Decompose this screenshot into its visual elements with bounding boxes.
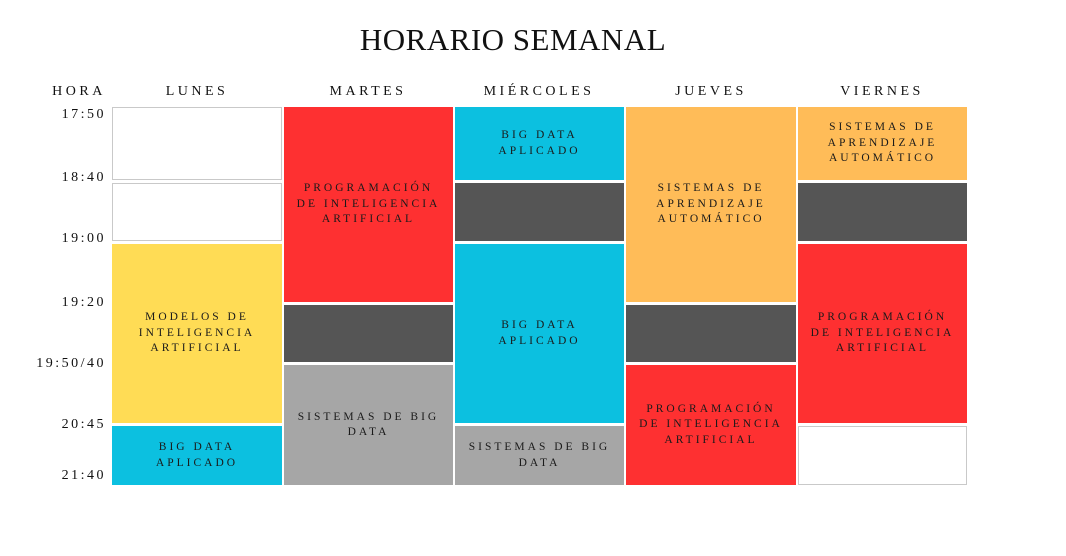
page-title: HORARIO SEMANAL — [359, 22, 667, 57]
class-cell: MODELOS DE INTELIGENCIA ARTIFICIAL — [112, 244, 282, 423]
time-label: 21:40 — [61, 468, 106, 483]
time-label: 19:00 — [61, 231, 106, 246]
break-cell — [284, 305, 453, 362]
header-martes: MARTES — [329, 84, 407, 99]
break-cell — [455, 183, 624, 241]
class-cell: PROGRAMACIÓN DE INTELIGENCIA ARTIFICIAL — [626, 365, 796, 485]
time-label: 20:45 — [61, 417, 106, 432]
class-cell: PROGRAMACIÓN DE INTELIGENCIA ARTIFICIAL — [284, 107, 453, 302]
class-cell: SISTEMAS DE APRENDIZAJE AUTOMÁTICO — [626, 107, 796, 302]
header-miercoles: MIÉRCOLES — [483, 84, 595, 99]
class-cell-empty — [112, 107, 282, 180]
class-cell: SISTEMAS DE BIG DATA — [284, 365, 453, 485]
class-cell-empty — [112, 183, 282, 241]
class-cell: BIG DATA APLICADO — [112, 426, 282, 485]
break-cell — [798, 183, 967, 241]
time-label: 17:50 — [61, 107, 106, 122]
class-cell: SISTEMAS DE APRENDIZAJE AUTOMÁTICO — [798, 107, 967, 180]
break-cell — [626, 305, 796, 362]
header-jueves: JUEVES — [675, 84, 747, 99]
header-hora: HORA — [52, 84, 106, 99]
header-viernes: VIERNES — [840, 84, 924, 99]
class-cell-empty — [798, 426, 967, 485]
header-lunes: LUNES — [165, 84, 229, 99]
class-cell: PROGRAMACIÓN DE INTELIGENCIA ARTIFICIAL — [798, 244, 967, 423]
time-label: 18:40 — [61, 170, 106, 185]
class-cell: BIG DATA APLICADO — [455, 107, 624, 180]
time-label: 19:50/40 — [36, 356, 106, 371]
class-cell: SISTEMAS DE BIG DATA — [455, 426, 624, 485]
time-label: 19:20 — [61, 295, 106, 310]
class-cell: BIG DATA APLICADO — [455, 244, 624, 423]
